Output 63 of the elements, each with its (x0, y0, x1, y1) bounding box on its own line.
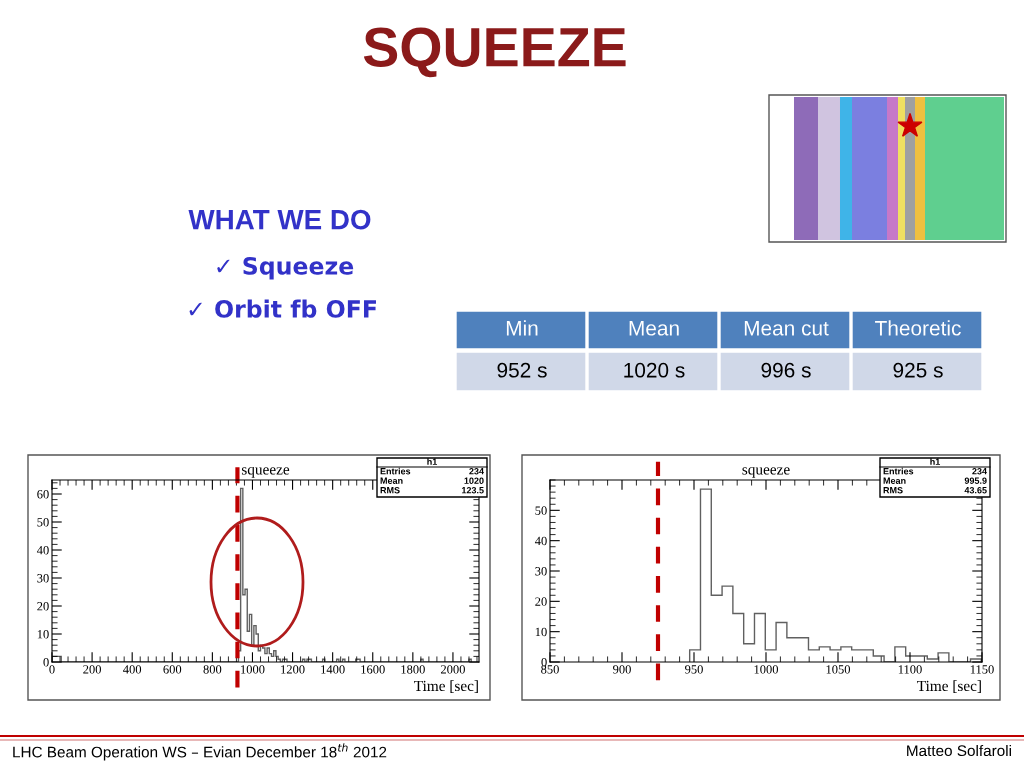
annotation: 43.65 (964, 487, 987, 494)
y-tick-label: 60 (37, 490, 49, 499)
text: LHC Beam Operation WS – Evian December 18$^{th}$ 2012 (13, 743, 387, 761)
text: ✓ Squeeze (217, 256, 354, 280)
text: ✓ Orbit fb OFF (189, 299, 376, 318)
y-tick-label: 0 (43, 658, 49, 667)
x-tick-label: 850 (541, 665, 559, 674)
text: h1 (427, 458, 438, 465)
text: 234 (469, 468, 484, 475)
annotation: 123.5 (461, 487, 484, 494)
y-tick-label: 40 (36, 546, 49, 555)
x-tick-label: 1200 (281, 665, 305, 674)
x-tick-label: 800 (203, 665, 222, 674)
annotation: RMS (883, 487, 903, 494)
text: 952 s (497, 362, 547, 378)
x-tick-label: 1050 (826, 665, 851, 674)
x-tick-label: 1150 (970, 665, 994, 674)
annotation: 995.9 (964, 477, 987, 484)
category-label: Mean (629, 321, 679, 336)
x-tick-label: 600 (163, 665, 182, 674)
y-tick-label: 0 (541, 658, 547, 667)
text: h1 (930, 458, 941, 465)
text: Entries (380, 467, 411, 475)
x-axis-title: Time [sec] (414, 680, 478, 693)
y-tick-label: 30 (535, 567, 547, 576)
x-tick-label: 1000 (754, 665, 779, 674)
category-label: Theoretic (875, 320, 961, 336)
text: 996 s (761, 362, 811, 378)
text: Matteo Solfaroli (907, 744, 1011, 757)
text: WHAT WE DO (188, 209, 371, 230)
y-tick-label: 20 (535, 597, 547, 606)
y-tick-label: 50 (535, 506, 547, 515)
text: 925 s (893, 362, 943, 378)
x-tick-label: 2000 (440, 665, 465, 674)
text: SQUEEZE (363, 27, 626, 78)
x-tick-label: 200 (83, 665, 101, 674)
x-tick-label: 1000 (241, 665, 265, 674)
x-axis-title: Time [sec] (917, 680, 981, 693)
x-tick-label: 400 (123, 665, 142, 674)
x-tick-label: 900 (613, 665, 631, 674)
category-label: Min (506, 320, 538, 336)
x-tick-label: 1400 (321, 665, 345, 674)
text: Entries (883, 467, 914, 475)
y-tick-label: 30 (37, 574, 49, 583)
chart-title: squeeze (241, 467, 290, 478)
y-tick-label: 50 (37, 518, 49, 527)
annotation: Mean (380, 477, 403, 484)
y-tick-label: 40 (534, 536, 547, 546)
text: 234 (972, 468, 987, 475)
y-tick-label: 10 (535, 627, 547, 637)
x-tick-label: 0 (49, 665, 55, 674)
x-tick-label: 950 (685, 665, 703, 674)
x-tick-label: 1100 (898, 665, 922, 674)
text: 1020 s (624, 362, 685, 378)
annotation: Mean (883, 477, 906, 484)
category-label: Mean cut (744, 321, 829, 336)
annotation: 1020 (464, 477, 484, 484)
x-tick-label: 1800 (401, 665, 425, 674)
x-tick-label: 1600 (361, 665, 385, 674)
y-tick-label: 20 (37, 602, 49, 611)
chart-title: squeeze (742, 467, 790, 478)
y-tick-label: 10 (37, 630, 49, 639)
annotation: RMS (380, 487, 400, 494)
